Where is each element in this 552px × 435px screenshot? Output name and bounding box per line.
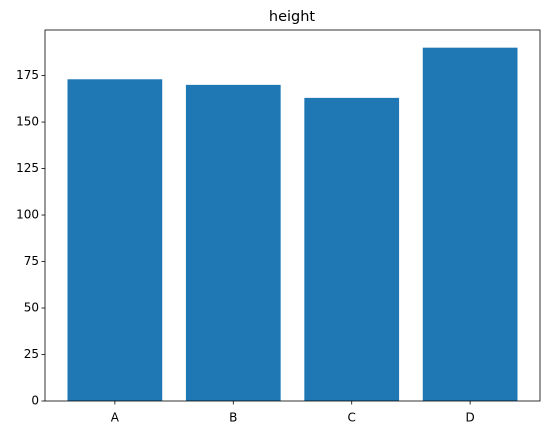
y-tick-label: 25 [24, 347, 39, 361]
plot-frame [44, 29, 541, 402]
x-tick-label: A [111, 411, 120, 425]
bar [185, 84, 281, 401]
x-tick-label: C [348, 411, 356, 425]
y-tick-label: 0 [31, 394, 39, 408]
bar [304, 97, 400, 401]
y-tick-label: 175 [16, 68, 39, 82]
bar [67, 79, 163, 401]
y-tick-label: 50 [24, 301, 39, 315]
y-tick-label: 125 [16, 161, 39, 175]
y-tick-label: 75 [24, 254, 39, 268]
x-tick-label: D [466, 411, 475, 425]
bar [422, 47, 518, 402]
x-tick-label: B [229, 411, 237, 425]
y-tick-label: 100 [16, 208, 39, 222]
chart-title: height [269, 9, 316, 25]
y-tick-label: 150 [16, 115, 39, 129]
